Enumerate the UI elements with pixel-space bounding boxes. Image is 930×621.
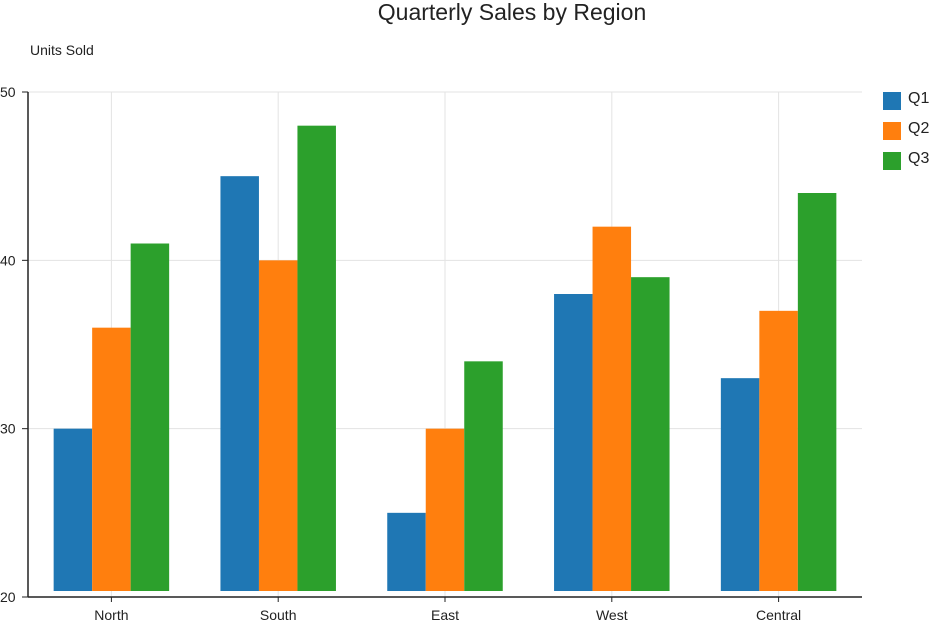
bar-q1-central xyxy=(720,378,760,591)
legend: Q1 Q2 Q3 xyxy=(883,90,929,170)
bars xyxy=(53,125,837,592)
chart-title: Quarterly Sales by Region xyxy=(378,0,646,25)
y-tick-label: 50 xyxy=(0,84,16,100)
x-tick-label: West xyxy=(596,607,628,621)
axes: 20 30 40 50 North South East West Central xyxy=(0,84,862,621)
bar-q1-south xyxy=(220,176,259,592)
bar-q3-north xyxy=(130,243,170,591)
y-tick-label: 30 xyxy=(0,421,16,437)
x-tick-label: South xyxy=(260,607,297,621)
y-tick-label: 40 xyxy=(0,252,16,268)
bar-q2-east xyxy=(425,428,465,591)
bar-q3-west xyxy=(631,277,670,591)
bar-q2-west xyxy=(592,226,632,592)
x-tick-label: Central xyxy=(756,607,801,621)
legend-label-q2: Q2 xyxy=(908,120,929,137)
legend-swatch-q3 xyxy=(883,152,901,170)
bar-q1-north xyxy=(53,428,93,591)
bar-q2-north xyxy=(92,327,131,591)
bar-q1-west xyxy=(554,294,593,591)
x-tick-label: East xyxy=(431,607,459,621)
x-tick-label: North xyxy=(94,607,128,621)
y-tick-label: 20 xyxy=(0,589,16,605)
bar-q3-central xyxy=(797,193,837,591)
y-axis-label: Units Sold xyxy=(30,42,94,58)
bar-q1-east xyxy=(387,512,426,591)
legend-swatch-q1 xyxy=(883,92,901,110)
bar-q3-east xyxy=(464,361,503,591)
bar-q3-south xyxy=(297,125,336,592)
bar-q2-central xyxy=(759,310,798,591)
legend-label-q1: Q1 xyxy=(908,90,929,107)
bar-q2-south xyxy=(258,260,298,591)
legend-swatch-q2 xyxy=(883,122,901,140)
legend-label-q3: Q3 xyxy=(908,150,929,167)
